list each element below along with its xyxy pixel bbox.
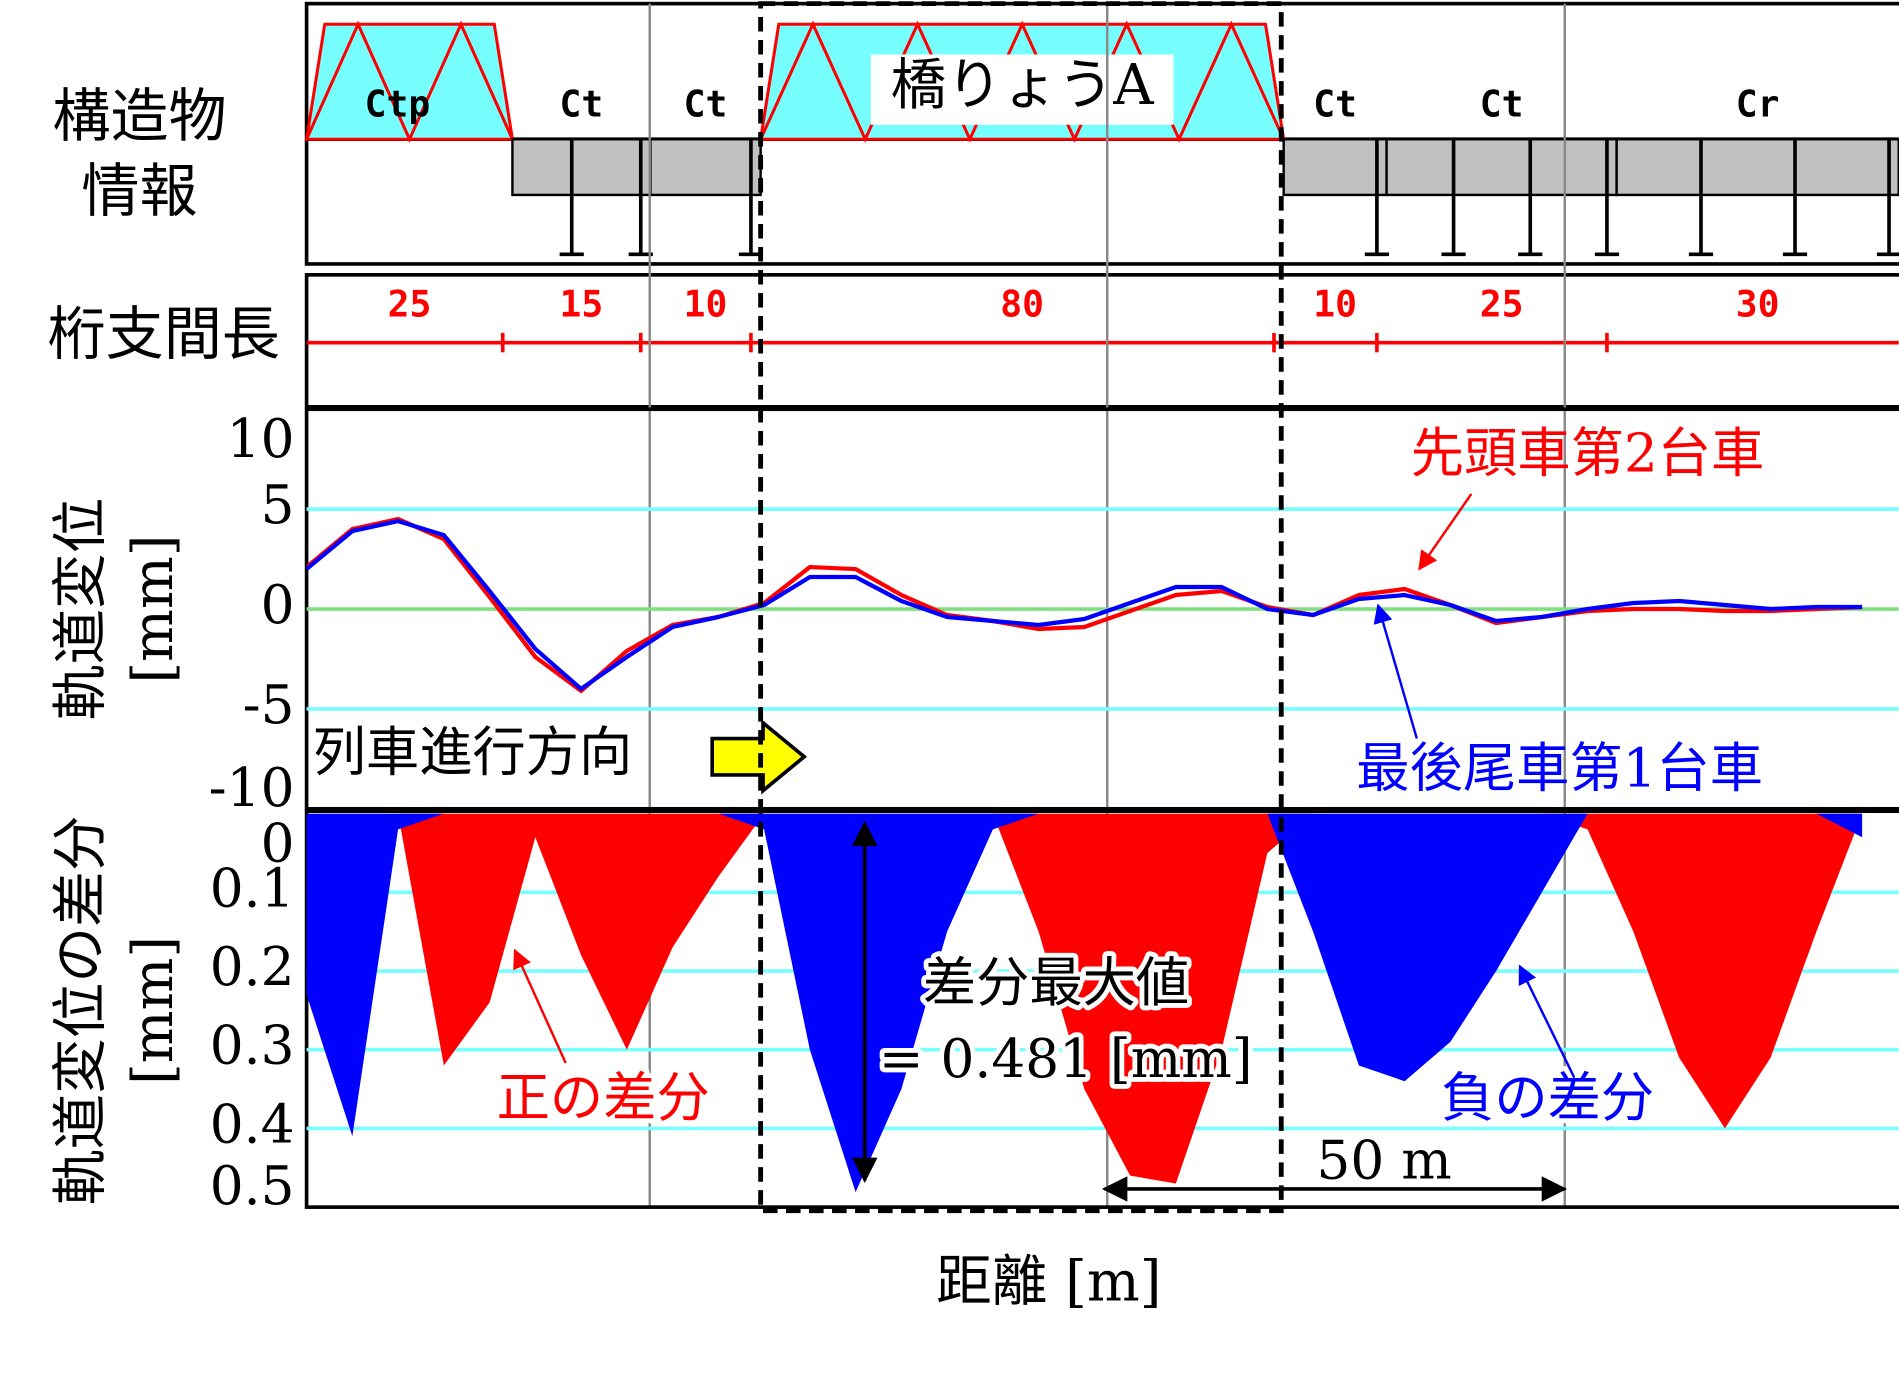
annotation: 50 m [1317,1130,1452,1192]
series-label: 負の差分 [1441,1067,1654,1129]
area-series [306,813,1863,1193]
girder [511,138,652,197]
y-axis-label: [mm] [121,534,186,683]
annotation: 列車進行方向 [313,722,633,784]
bridge-label: 橋りょうA [891,53,1155,118]
annotation: 差分最大値 [923,952,1189,1014]
panel-label: 構造物 [52,82,226,150]
y-tick-label: 0.5 [210,1155,295,1217]
line-series [306,516,1863,694]
y-axis-label: [mm] [121,936,186,1085]
panel-label: 情報 [81,157,197,225]
y-tick-label: -10 [209,757,295,819]
pointer [1373,603,1419,739]
span-length: 25 [1480,282,1524,325]
structure-type: Ct [1313,83,1357,126]
structure-type: Ct [684,83,728,126]
truss-web [305,20,514,143]
span-length: 25 [388,282,432,325]
backgrounds [304,1,1899,1209]
y-tick-label: 0.1 [210,857,295,919]
y-tick-label: -5 [243,674,295,736]
pointer [1518,964,1576,1079]
y-axis-label: 軌道変位の差分 [49,815,114,1205]
highlight-box [758,1,1284,1214]
span-length: 30 [1736,282,1780,325]
y-tick-label: 0.4 [210,1093,295,1155]
series-label: 先頭車第2台車 [1411,423,1764,485]
x-axis-label: 距離 [m] [936,1249,1161,1314]
line-series [306,518,1863,692]
span-length: 10 [1313,282,1357,325]
panel-label: 桁支間長 [47,300,279,368]
girder [1615,138,1899,197]
y-tick-label: 0 [261,813,295,875]
structure-type: Ct [1480,83,1524,126]
pointer [513,948,567,1064]
truss-web [759,20,1286,143]
girder [1282,138,1388,197]
y-tick-label: 0 [261,574,295,636]
y-tick-label: 0.3 [210,1015,295,1077]
annotation: = 0.481 [mm] [879,1028,1253,1090]
span-length: 10 [684,282,728,325]
series-label: 正の差分 [497,1067,710,1129]
truss [304,22,515,141]
structure-type: Cr [1736,83,1780,126]
span-length: 80 [1000,282,1044,325]
y-tick-label: 5 [261,474,295,536]
y-tick-label: 10 [227,408,295,470]
series-label: 最後尾車第1台車 [1356,737,1763,799]
span-length: 15 [560,282,604,325]
pointer [1418,493,1473,571]
y-axis-label: 軌道変位 [49,498,114,721]
label-box [870,54,1174,125]
girder [1385,138,1618,197]
area-series [306,813,1863,1184]
structure-type: Ct [560,83,604,126]
panel-frame [304,809,1899,1209]
structure-type: Ctp [365,83,431,126]
girder [649,138,762,197]
y-tick-label: 0.2 [210,936,295,998]
